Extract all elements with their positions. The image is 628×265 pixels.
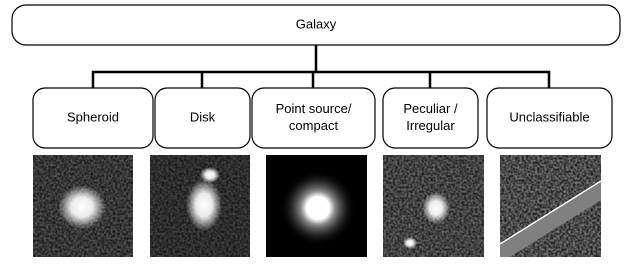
category-label: Disk [190, 109, 216, 124]
category-label: Point source/ [276, 101, 352, 116]
category-nodes: Spheroid Disk Point source/compact Peculiar… [33, 88, 612, 148]
unclassifiable-image [500, 155, 601, 257]
diagram: Galaxy Spheroid Disk Point source/compact P… [0, 0, 628, 260]
category-label: compact [289, 118, 339, 133]
connectors [93, 45, 549, 88]
category-label: Irregular [406, 118, 455, 133]
category-label: Spheroid [67, 109, 119, 124]
thumbnails [33, 155, 601, 257]
category-label: Unclassifiable [509, 109, 589, 124]
point-source-image [266, 155, 367, 257]
spheroid-image [33, 155, 133, 257]
category-label: Peculiar / [403, 101, 458, 116]
peculiar-image [383, 155, 484, 257]
root-label: Galaxy [296, 16, 337, 31]
page: {"header": {"title": "Galaxy"}, "nodes":… [0, 0, 628, 260]
disk-image [150, 155, 250, 257]
